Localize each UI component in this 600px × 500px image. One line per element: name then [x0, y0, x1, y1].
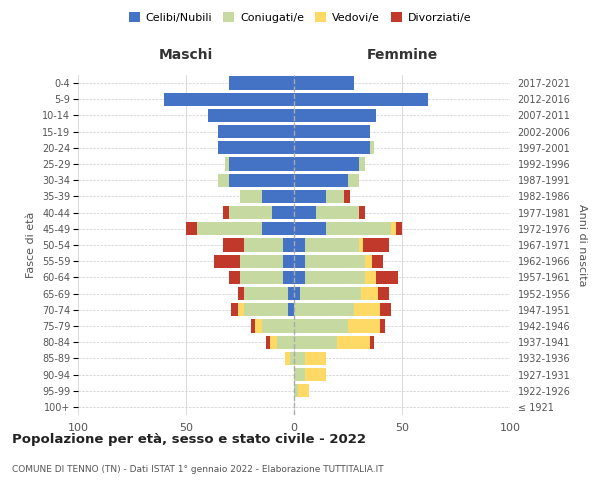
Text: COMUNE DI TENNO (TN) - Dati ISTAT 1° gennaio 2022 - Elaborazione TUTTITALIA.IT: COMUNE DI TENNO (TN) - Dati ISTAT 1° gen…: [12, 465, 383, 474]
Bar: [223, 238, 244, 252]
Bar: [294, 368, 305, 381]
Bar: [355, 303, 380, 316]
Bar: [294, 109, 376, 122]
Bar: [270, 336, 277, 349]
Bar: [378, 287, 389, 300]
Bar: [218, 125, 294, 138]
Bar: [286, 352, 290, 365]
Bar: [262, 190, 294, 203]
Bar: [218, 174, 229, 187]
Text: Maschi: Maschi: [159, 48, 213, 62]
Bar: [272, 206, 294, 220]
Bar: [380, 303, 391, 316]
Bar: [208, 109, 294, 122]
Bar: [229, 206, 272, 220]
Bar: [223, 206, 229, 220]
Bar: [266, 336, 270, 349]
Bar: [294, 174, 348, 187]
Text: Popolazione per età, sesso e stato civile - 2022: Popolazione per età, sesso e stato civil…: [12, 432, 366, 446]
Bar: [164, 92, 294, 106]
Bar: [301, 287, 361, 300]
Bar: [372, 254, 383, 268]
Bar: [290, 352, 294, 365]
Bar: [283, 254, 294, 268]
Bar: [244, 287, 287, 300]
Bar: [294, 222, 326, 235]
Y-axis label: Fasce di età: Fasce di età: [26, 212, 37, 278]
Bar: [229, 158, 294, 170]
Bar: [348, 320, 380, 332]
Bar: [363, 238, 389, 252]
Bar: [262, 320, 294, 332]
Bar: [283, 238, 294, 252]
Bar: [229, 76, 294, 90]
Bar: [294, 92, 428, 106]
Bar: [359, 238, 363, 252]
Bar: [238, 303, 244, 316]
Bar: [294, 336, 337, 349]
Bar: [376, 270, 398, 284]
Bar: [365, 254, 372, 268]
Bar: [225, 158, 229, 170]
Bar: [294, 320, 348, 332]
Bar: [229, 270, 240, 284]
Bar: [365, 270, 376, 284]
Bar: [380, 320, 385, 332]
Bar: [294, 303, 355, 316]
Bar: [305, 238, 359, 252]
Bar: [294, 270, 305, 284]
Bar: [294, 125, 370, 138]
Bar: [370, 336, 374, 349]
Bar: [294, 254, 305, 268]
Bar: [238, 287, 244, 300]
Bar: [305, 254, 365, 268]
Bar: [294, 141, 370, 154]
Bar: [218, 141, 294, 154]
Bar: [326, 190, 344, 203]
Bar: [359, 206, 365, 220]
Bar: [277, 336, 294, 349]
Bar: [229, 174, 294, 187]
Bar: [305, 352, 326, 365]
Bar: [240, 190, 262, 203]
Bar: [232, 303, 238, 316]
Bar: [262, 222, 294, 235]
Bar: [240, 254, 283, 268]
Bar: [294, 352, 305, 365]
Bar: [186, 222, 197, 235]
Bar: [305, 368, 326, 381]
Bar: [359, 158, 365, 170]
Bar: [294, 238, 305, 252]
Bar: [348, 174, 359, 187]
Bar: [344, 190, 350, 203]
Bar: [244, 238, 283, 252]
Bar: [298, 384, 309, 398]
Bar: [326, 222, 391, 235]
Bar: [287, 303, 294, 316]
Bar: [391, 222, 395, 235]
Bar: [240, 270, 283, 284]
Text: Femmine: Femmine: [367, 48, 437, 62]
Bar: [361, 287, 378, 300]
Bar: [294, 287, 301, 300]
Legend: Celibi/Nubili, Coniugati/e, Vedovi/e, Divorziati/e: Celibi/Nubili, Coniugati/e, Vedovi/e, Di…: [124, 8, 476, 28]
Bar: [197, 222, 262, 235]
Bar: [316, 206, 359, 220]
Bar: [395, 222, 402, 235]
Y-axis label: Anni di nascita: Anni di nascita: [577, 204, 587, 286]
Bar: [214, 254, 240, 268]
Bar: [283, 270, 294, 284]
Bar: [294, 384, 298, 398]
Bar: [337, 336, 370, 349]
Bar: [305, 270, 365, 284]
Bar: [255, 320, 262, 332]
Bar: [294, 190, 326, 203]
Bar: [370, 141, 374, 154]
Bar: [294, 158, 359, 170]
Bar: [294, 206, 316, 220]
Bar: [244, 303, 287, 316]
Bar: [251, 320, 255, 332]
Bar: [294, 76, 355, 90]
Bar: [287, 287, 294, 300]
